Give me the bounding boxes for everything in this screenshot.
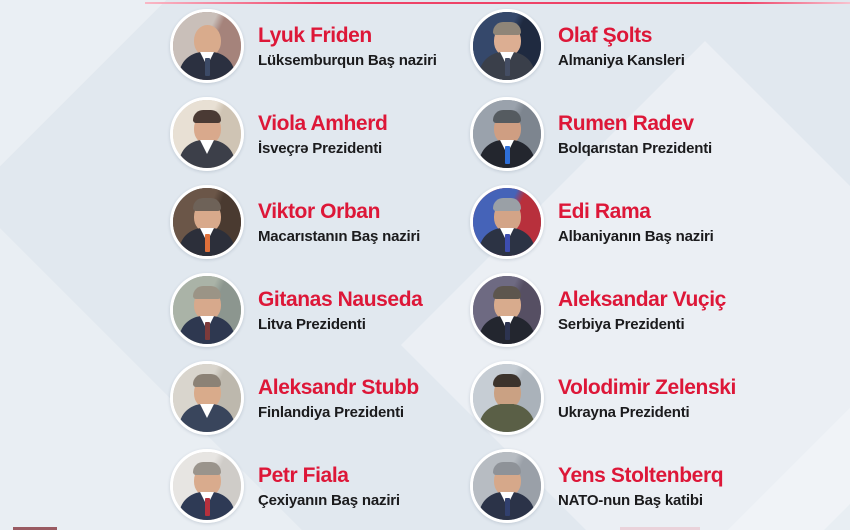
leader-card-rumen-radev: Rumen Radev Bolqarıstan Prezidenti	[470, 97, 830, 171]
leader-photo	[470, 185, 544, 259]
photo-hair	[193, 22, 221, 35]
top-accent-line	[145, 2, 850, 4]
leader-photo	[470, 273, 544, 347]
leader-photo	[470, 449, 544, 523]
leader-title: Serbiya Prezidenti	[558, 315, 685, 333]
bottom-accent	[620, 527, 700, 530]
photo-hair	[193, 286, 221, 299]
leader-name: Olaf Şolts	[558, 24, 653, 48]
leader-title: Lüksemburqun Baş naziri	[258, 51, 437, 69]
leader-title: NATO-nun Baş katibi	[558, 491, 703, 509]
photo-head	[193, 25, 221, 56]
leader-title: Finlandiya Prezidenti	[258, 403, 404, 421]
leader-name: Gitanas Nauseda	[258, 288, 423, 312]
photo-tie	[504, 498, 510, 516]
leader-photo	[470, 97, 544, 171]
leader-card-viktor-orban: Viktor Orban Macarıstanın Baş naziri	[170, 185, 470, 259]
leader-title: Macarıstanın Baş naziri	[258, 227, 421, 245]
photo-tie	[504, 322, 510, 340]
leader-photo	[170, 97, 244, 171]
leader-photo	[170, 361, 244, 435]
leader-name: Edi Rama	[558, 200, 651, 224]
leader-card-viola-amherd: Viola Amherd İsveçrə Prezidenti	[170, 97, 470, 171]
leader-photo	[470, 361, 544, 435]
photo-hair	[493, 374, 521, 387]
leader-card-gitanas-nauseda: Gitanas Nauseda Litva Prezidenti	[170, 273, 470, 347]
leader-card-petr-fiala: Petr Fiala Çexiyanın Baş naziri	[170, 449, 470, 523]
leader-name: Lyuk Friden	[258, 24, 372, 48]
leader-photo	[170, 9, 244, 83]
leader-photo	[470, 9, 544, 83]
photo-tie	[204, 322, 210, 340]
photo-tie	[504, 146, 510, 164]
photo-hair	[193, 462, 221, 475]
photo-hair	[193, 374, 221, 387]
leader-name: Volodimir Zelenski	[558, 376, 736, 400]
photo-tie	[505, 410, 510, 428]
bottom-left-accent	[13, 527, 57, 530]
background-shape	[0, 0, 197, 197]
leader-name: Aleksandar Vuçiç	[558, 288, 726, 312]
leader-photo	[170, 185, 244, 259]
photo-hair	[193, 110, 221, 123]
leader-card-aleksandar-vucic: Aleksandar Vuçiç Serbiya Prezidenti	[470, 273, 830, 347]
leader-title: Ukrayna Prezidenti	[558, 403, 690, 421]
photo-hair	[493, 286, 521, 299]
leader-card-edi-rama: Edi Rama Albaniyanın Baş naziri	[470, 185, 830, 259]
photo-hair	[193, 198, 221, 211]
leader-title: İsveçrə Prezidenti	[258, 139, 382, 157]
photo-tie	[205, 410, 210, 428]
photo-tie	[504, 234, 510, 252]
leader-card-lyuk-friden: Lyuk Friden Lüksemburqun Baş naziri	[170, 9, 470, 83]
photo-hair	[493, 462, 521, 475]
leader-name: Yens Stoltenberq	[558, 464, 724, 488]
leader-card-olaf-solts: Olaf Şolts Almaniya Kansleri	[470, 9, 830, 83]
leader-name: Petr Fiala	[258, 464, 349, 488]
photo-tie	[504, 58, 510, 76]
photo-hair	[493, 198, 521, 211]
leader-name: Viktor Orban	[258, 200, 381, 224]
leader-title: Bolqarıstan Prezidenti	[558, 139, 712, 157]
photo-tie	[204, 234, 210, 252]
leader-title: Çexiyanın Baş naziri	[258, 491, 400, 509]
leader-photo	[170, 273, 244, 347]
photo-tie	[204, 58, 210, 76]
leaders-grid: Lyuk Friden Lüksemburqun Baş naziri Olaf…	[170, 9, 830, 530]
leader-name: Aleksandr Stubb	[258, 376, 419, 400]
leader-card-volodimir-zelenski: Volodimir Zelenski Ukrayna Prezidenti	[470, 361, 830, 435]
leader-title: Almaniya Kansleri	[558, 51, 685, 69]
leader-card-yens-stoltenberq: Yens Stoltenberq NATO-nun Baş katibi	[470, 449, 830, 523]
leader-card-aleksandr-stubb: Aleksandr Stubb Finlandiya Prezidenti	[170, 361, 470, 435]
photo-tie	[205, 146, 210, 164]
leader-name: Rumen Radev	[558, 112, 694, 136]
leader-photo	[170, 449, 244, 523]
leader-title: Albaniyanın Baş naziri	[558, 227, 714, 245]
photo-tie	[204, 498, 210, 516]
photo-hair	[493, 22, 521, 35]
leader-name: Viola Amherd	[258, 112, 388, 136]
photo-hair	[493, 110, 521, 123]
leader-title: Litva Prezidenti	[258, 315, 366, 333]
